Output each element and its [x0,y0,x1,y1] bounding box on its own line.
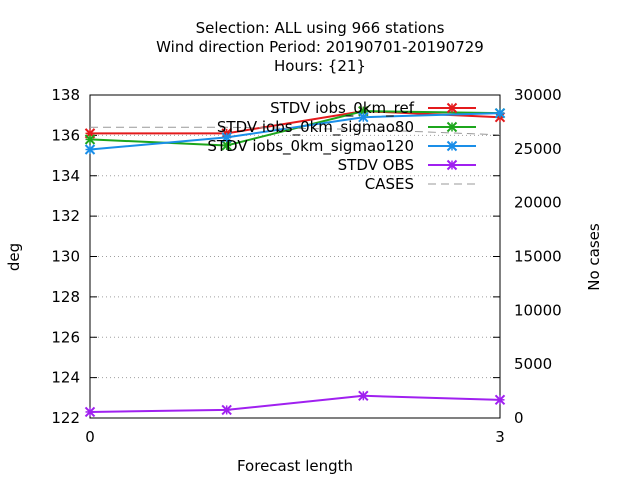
y2-tick-label: 5000 [514,355,552,373]
legend-label: CASES [365,175,414,193]
x-axis-label: Forecast length [237,457,353,475]
y-tick-label: 128 [51,288,80,306]
y-tick-label: 122 [51,409,80,427]
legend-label: STDV iobs_0km_sigmao120 [207,137,414,156]
series-line-4 [90,126,501,136]
chart-title-line: Wind direction Period: 20190701-20190729 [156,38,484,56]
y-tick-label: 138 [51,86,80,104]
y2-tick-label: 0 [514,409,524,427]
y2-axis-label: No cases [585,223,603,291]
y2-tick-label: 10000 [514,301,562,319]
y-tick-label: 130 [51,248,80,266]
y-tick-label: 132 [51,207,80,225]
y-tick-label: 124 [51,369,80,387]
y-tick-label: 126 [51,328,80,346]
series-line-0 [90,110,501,135]
legend-label: STDV iobs_0km_sigmao80 [217,118,414,137]
y-tick-label: 134 [51,167,80,185]
y2-tick-label: 25000 [514,140,562,158]
x-tick-label: 3 [495,428,505,446]
x-tick-label: 0 [85,428,95,446]
y2-tick-label: 30000 [514,86,562,104]
series-line-2 [89,112,501,151]
chart-title-line: Selection: ALL using 966 stations [196,19,445,37]
chart-title-line: Hours: {21} [274,57,366,75]
y2-tick-label: 20000 [514,194,562,212]
y-tick-label: 136 [51,126,80,144]
y2-tick-label: 15000 [514,248,562,266]
series-line-3 [89,394,501,413]
legend-label: STDV iobs_0km_ref [270,99,415,118]
y-axis-label: deg [5,243,23,271]
legend-label: STDV OBS [338,156,414,174]
